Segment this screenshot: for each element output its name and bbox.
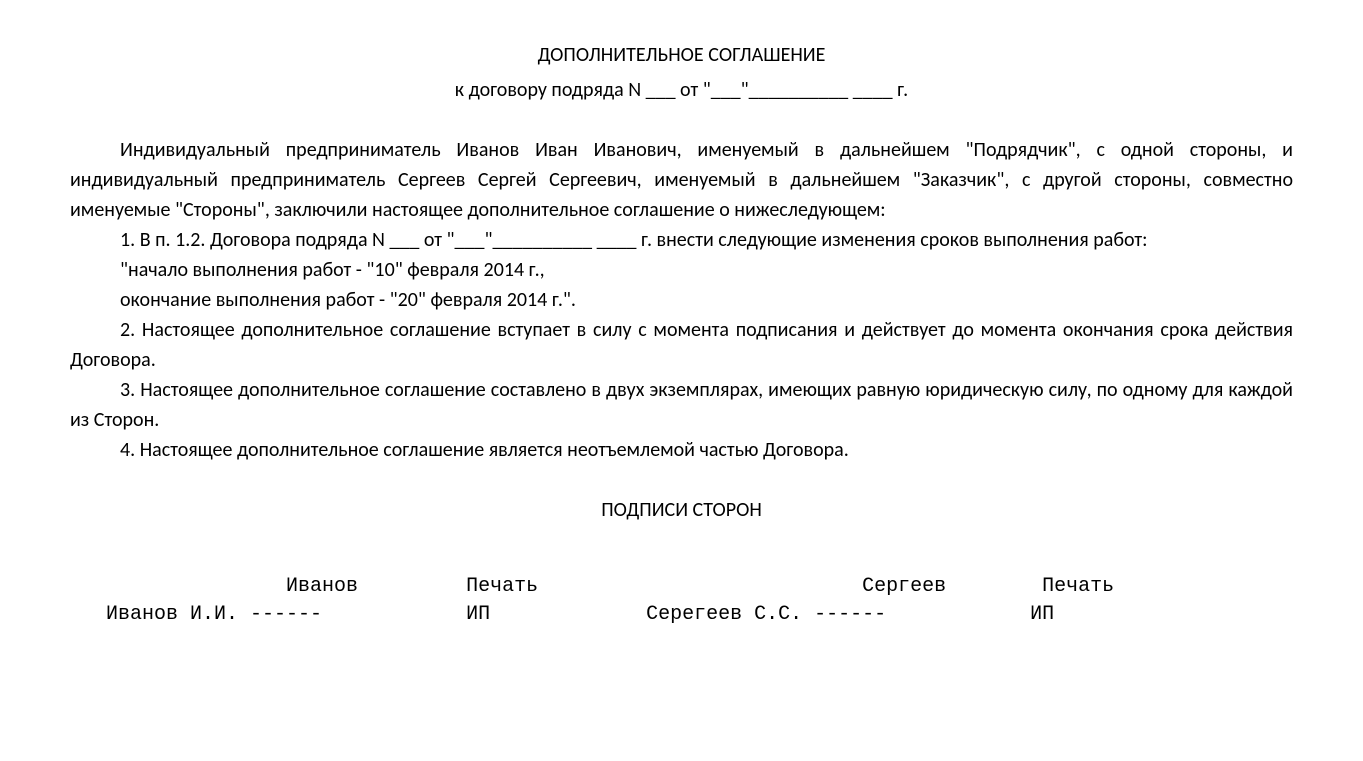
- clause-1: 1. В п. 1.2. Договора подряда N ___ от "…: [70, 225, 1293, 255]
- signature-line-1: Иванов Печать Сергеев Печать: [70, 575, 1114, 598]
- clause-1-start-date: "начало выполнения работ - "10" февраля …: [70, 255, 1293, 285]
- document-title: ДОПОЛНИТЕЛЬНОЕ СОГЛАШЕНИЕ: [70, 40, 1293, 70]
- document-subtitle: к договору подряда N ___ от "___"_______…: [70, 75, 1293, 105]
- clause-1-end-date: окончание выполнения работ - "20" феврал…: [70, 285, 1293, 315]
- signatures-heading: ПОДПИСИ СТОРОН: [70, 495, 1293, 525]
- signature-line-2: Иванов И.И. ------ ИП Серегеев С.С. ----…: [70, 603, 1054, 626]
- clause-3: 3. Настоящее дополнительное соглашение с…: [70, 375, 1293, 435]
- preamble-text: Индивидуальный предприниматель Иванов Ив…: [70, 135, 1293, 225]
- clause-2: 2. Настоящее дополнительное соглашение в…: [70, 315, 1293, 375]
- clause-4: 4. Настоящее дополнительное соглашение я…: [70, 435, 1293, 465]
- signatures-block: Иванов Печать Сергеев Печать Иванов И.И.…: [70, 545, 1293, 629]
